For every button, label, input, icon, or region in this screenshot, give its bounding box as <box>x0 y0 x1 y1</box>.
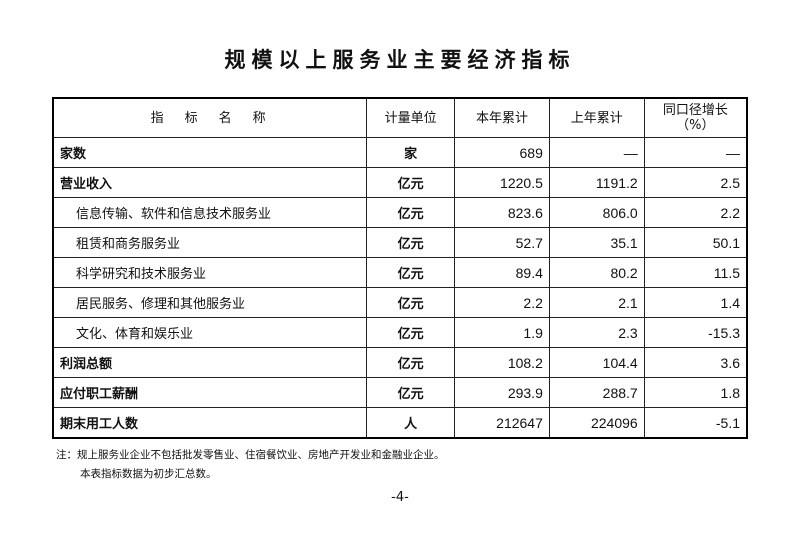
cell-previous: 104.4 <box>548 347 645 378</box>
indicator-table: 指 标 名 称 计量单位 本年累计 上年累计 同口径增长 （%） 家数家 689— —… <box>52 97 748 439</box>
cell-growth: -15.3 <box>643 317 748 348</box>
cell-unit: 人 <box>366 407 456 439</box>
cell-current: 212647 <box>454 407 550 439</box>
cell-previous: 80.2 <box>548 257 645 288</box>
cell-growth: 3.6 <box>643 347 748 378</box>
header-growth-label: 同口径增长 <box>662 103 728 118</box>
cell-name: 租赁和商务服务业 <box>52 227 368 258</box>
table-row: 期末用工人数人 212647 224096 -5.1 <box>52 407 748 439</box>
cell-previous: 2.3 <box>548 317 645 348</box>
header-growth-unit: （%） <box>676 118 715 133</box>
footnote-line: 注：规上服务业企业不包括批发零售业、住宿餐饮业、房地产开发业和金融业企业。 <box>56 449 445 461</box>
cell-current: 52.7 <box>454 227 550 258</box>
cell-name: 期末用工人数 <box>52 407 368 439</box>
header-unit: 计量单位 <box>366 97 456 138</box>
cell-name: 应付职工薪酬 <box>52 377 368 408</box>
cell-current: 823.6 <box>454 197 550 228</box>
footnote: 注：规上服务业企业不包括批发零售业、住宿餐饮业、房地产开发业和金融业企业。 本表… <box>56 446 445 484</box>
cell-current: 1220.5 <box>454 167 550 198</box>
table-row: 营业收入 亿元 1220.5 1191.2 2.5 <box>52 167 748 198</box>
cell-growth: 1.4 <box>643 287 748 318</box>
cell-unit: 亿元 <box>366 197 456 228</box>
header-current: 本年累计 <box>454 97 550 138</box>
page-title: 规模以上服务业主要经济指标 <box>224 48 576 72</box>
cell-unit: 亿元 <box>366 287 456 318</box>
cell-name: 家数 <box>52 137 368 168</box>
header-name: 指 标 名 称 <box>52 97 368 138</box>
cell-previous: 2.1 <box>548 287 645 318</box>
cell-unit: 亿元 <box>366 347 456 378</box>
header-growth: 同口径增长 （%） <box>643 97 748 138</box>
cell-unit: 亿元 <box>366 377 456 408</box>
cell-name: 营业收入 <box>52 167 368 198</box>
cell-name: 利润总额 <box>52 347 368 378</box>
cell-growth: -5.1 <box>643 407 748 439</box>
cell-unit: 家 <box>366 137 456 168</box>
cell-current: 2.2 <box>454 287 550 318</box>
cell-growth: 11.5 <box>643 257 748 288</box>
cell-unit: 亿元 <box>366 257 456 288</box>
table-row: 应付职工薪酬 亿元 293.9 288.7 1.8 <box>52 377 748 408</box>
cell-previous: — <box>548 137 645 168</box>
cell-previous: 224096 <box>548 407 645 439</box>
table-row: 文化、体育和娱乐业 亿元 1.9 2.3 -15.3 <box>52 317 748 348</box>
cell-current: 1.9 <box>454 317 550 348</box>
cell-previous: 288.7 <box>548 377 645 408</box>
table-row: 利润总额 亿元 108.2 104.4 3.6 <box>52 347 748 378</box>
cell-growth: 50.1 <box>643 227 748 258</box>
cell-unit: 亿元 <box>366 167 456 198</box>
cell-growth: 2.5 <box>643 167 748 198</box>
page-number: -4- <box>391 490 409 505</box>
footnote-line: 本表指标数据为初步汇总数。 <box>80 468 217 480</box>
cell-growth: 1.8 <box>643 377 748 408</box>
cell-name: 科学研究和技术服务业 <box>52 257 368 288</box>
cell-unit: 亿元 <box>366 317 456 348</box>
cell-growth: 2.2 <box>643 197 748 228</box>
header-previous: 上年累计 <box>548 97 645 138</box>
table-row: 信息传输、软件和信息技术服务业 亿元 823.6 806.0 2.2 <box>52 197 748 228</box>
cell-previous: 1191.2 <box>548 167 645 198</box>
cell-name: 文化、体育和娱乐业 <box>52 317 368 348</box>
table-row: 家数家 689— — <box>52 137 748 168</box>
cell-current: 293.9 <box>454 377 550 408</box>
cell-unit: 亿元 <box>366 227 456 258</box>
table-row: 租赁和商务服务业 亿元 52.7 35.1 50.1 <box>52 227 748 258</box>
table-header: 指 标 名 称 计量单位 本年累计 上年累计 同口径增长 （%） <box>52 97 748 138</box>
cell-current: 89.4 <box>454 257 550 288</box>
cell-previous: 35.1 <box>548 227 645 258</box>
table-row: 居民服务、修理和其他服务业 亿元 2.2 2.1 1.4 <box>52 287 748 318</box>
cell-name: 居民服务、修理和其他服务业 <box>52 287 368 318</box>
cell-growth: — <box>643 137 748 168</box>
cell-current: 108.2 <box>454 347 550 378</box>
cell-current: 689 <box>454 137 550 168</box>
cell-name: 信息传输、软件和信息技术服务业 <box>52 197 368 228</box>
cell-previous: 806.0 <box>548 197 645 228</box>
table-row: 科学研究和技术服务业 亿元 89.4 80.2 11.5 <box>52 257 748 288</box>
